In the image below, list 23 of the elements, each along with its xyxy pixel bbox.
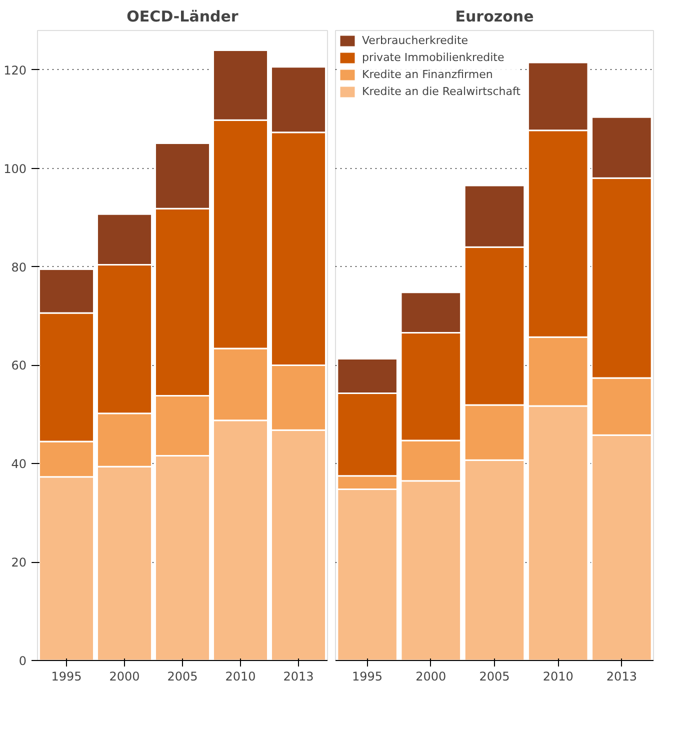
x-tick-label: 2005 [167, 670, 198, 684]
x-tick-label: 2013 [283, 670, 314, 684]
x-tick-label: 1995 [352, 670, 383, 684]
y-tick-label: 120 [4, 63, 26, 78]
x-tick-label: 2010 [225, 670, 256, 684]
y-tick-label: 20 [11, 556, 27, 570]
legend-label: Kredite an die Realwirtschaft [362, 84, 520, 99]
legend-label: Kredite an Finanzfirmen [362, 66, 493, 82]
x-tick-label: 2013 [606, 670, 637, 684]
x-tick-label: 2000 [416, 670, 446, 684]
x-tick-label: 1995 [51, 670, 82, 684]
legend-label: Verbraucherkredite [362, 32, 468, 48]
legend-label: private Immobilienkredite [362, 50, 504, 65]
y-tick-label: 100 [4, 162, 26, 176]
x-tick-label: 2000 [109, 670, 140, 684]
y-tick-label: 80 [11, 260, 27, 274]
x-tick-label: 2005 [479, 670, 510, 684]
chart-title: OECD-Länder [126, 8, 239, 26]
chart-title: Eurozone [455, 8, 534, 26]
x-tick-label: 2010 [542, 670, 574, 684]
y-tick-label: 0 [18, 654, 27, 668]
y-tick-label: 40 [11, 457, 27, 472]
y-tick-label: 60 [11, 358, 27, 373]
